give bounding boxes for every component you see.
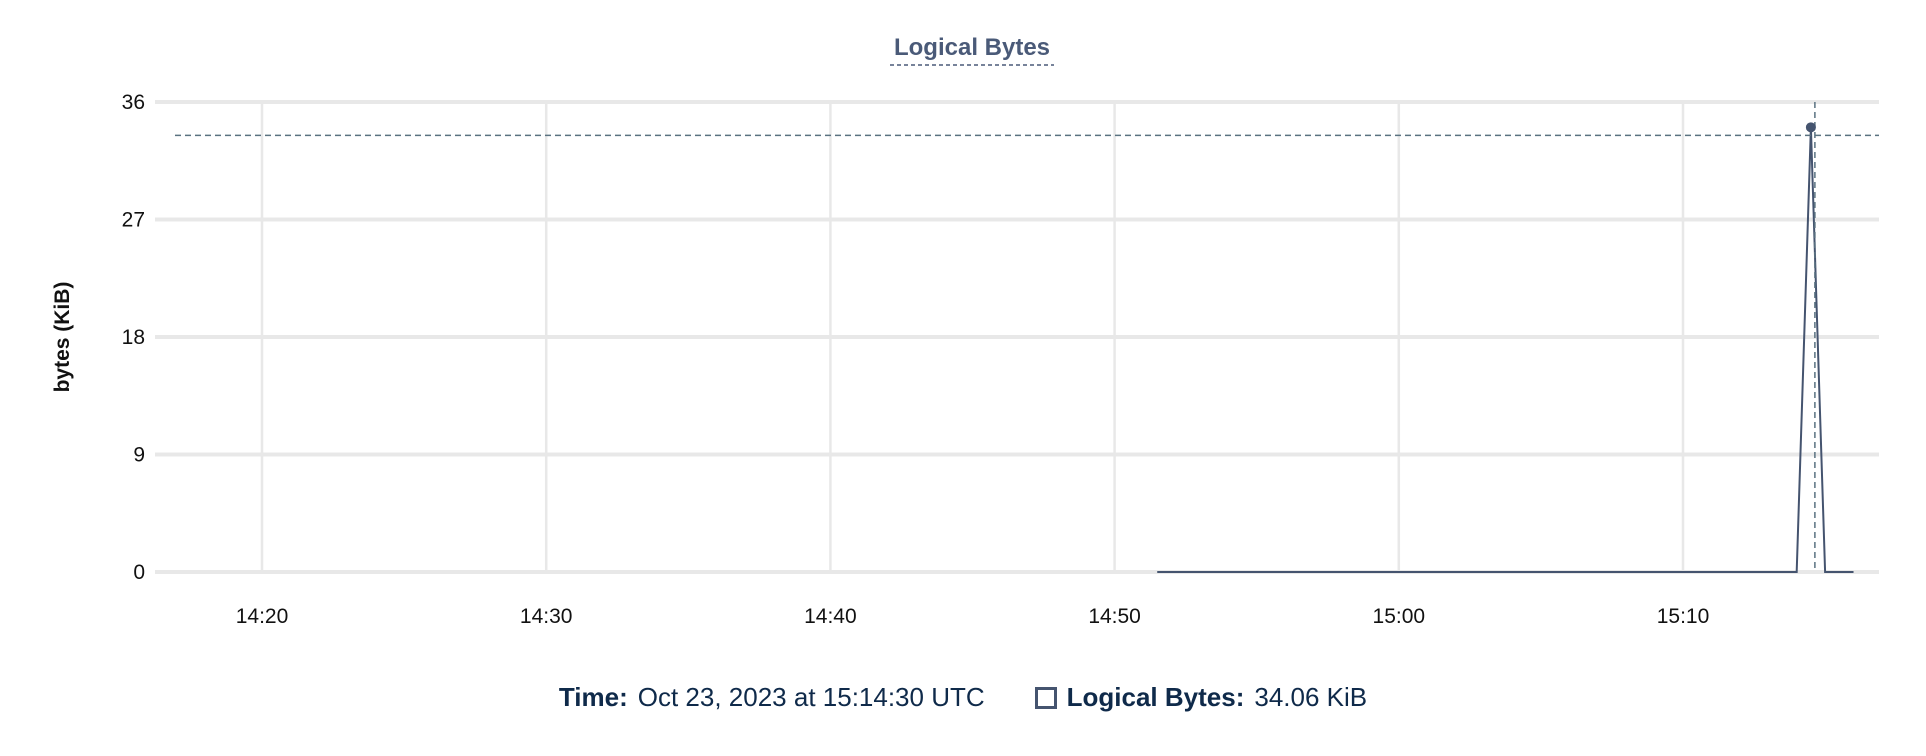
x-tick-label: 14:40	[804, 605, 857, 628]
y-tick-label: 36	[122, 91, 145, 114]
series-value: 34.06 KiB	[1254, 682, 1368, 712]
x-tick-label: 14:50	[1088, 605, 1141, 628]
y-tick-label: 27	[122, 209, 145, 232]
time-label: Time:	[558, 682, 628, 712]
chart-title[interactable]: Logical Bytes	[894, 34, 1050, 61]
series-swatch-icon[interactable]	[1034, 686, 1057, 709]
x-tick-label: 14:20	[236, 605, 289, 628]
y-tick-label: 0	[133, 561, 145, 584]
x-tick-label: 15:00	[1373, 605, 1426, 628]
series-line-logical-bytes	[1157, 127, 1854, 573]
y-tick-label: 18	[122, 326, 145, 349]
hover-legend: Time: Oct 23, 2023 at 15:14:30 UTC Logic…	[0, 682, 1926, 713]
hover-point	[1805, 122, 1816, 133]
y-axis-label: bytes (KiB)	[51, 282, 74, 393]
series-label: Logical Bytes:	[1066, 682, 1245, 712]
time-value: Oct 23, 2023 at 15:14:30 UTC	[637, 682, 985, 712]
x-tick-label: 14:30	[520, 605, 573, 628]
x-tick-label: 15:10	[1657, 605, 1710, 628]
y-tick-label: 9	[133, 444, 145, 467]
